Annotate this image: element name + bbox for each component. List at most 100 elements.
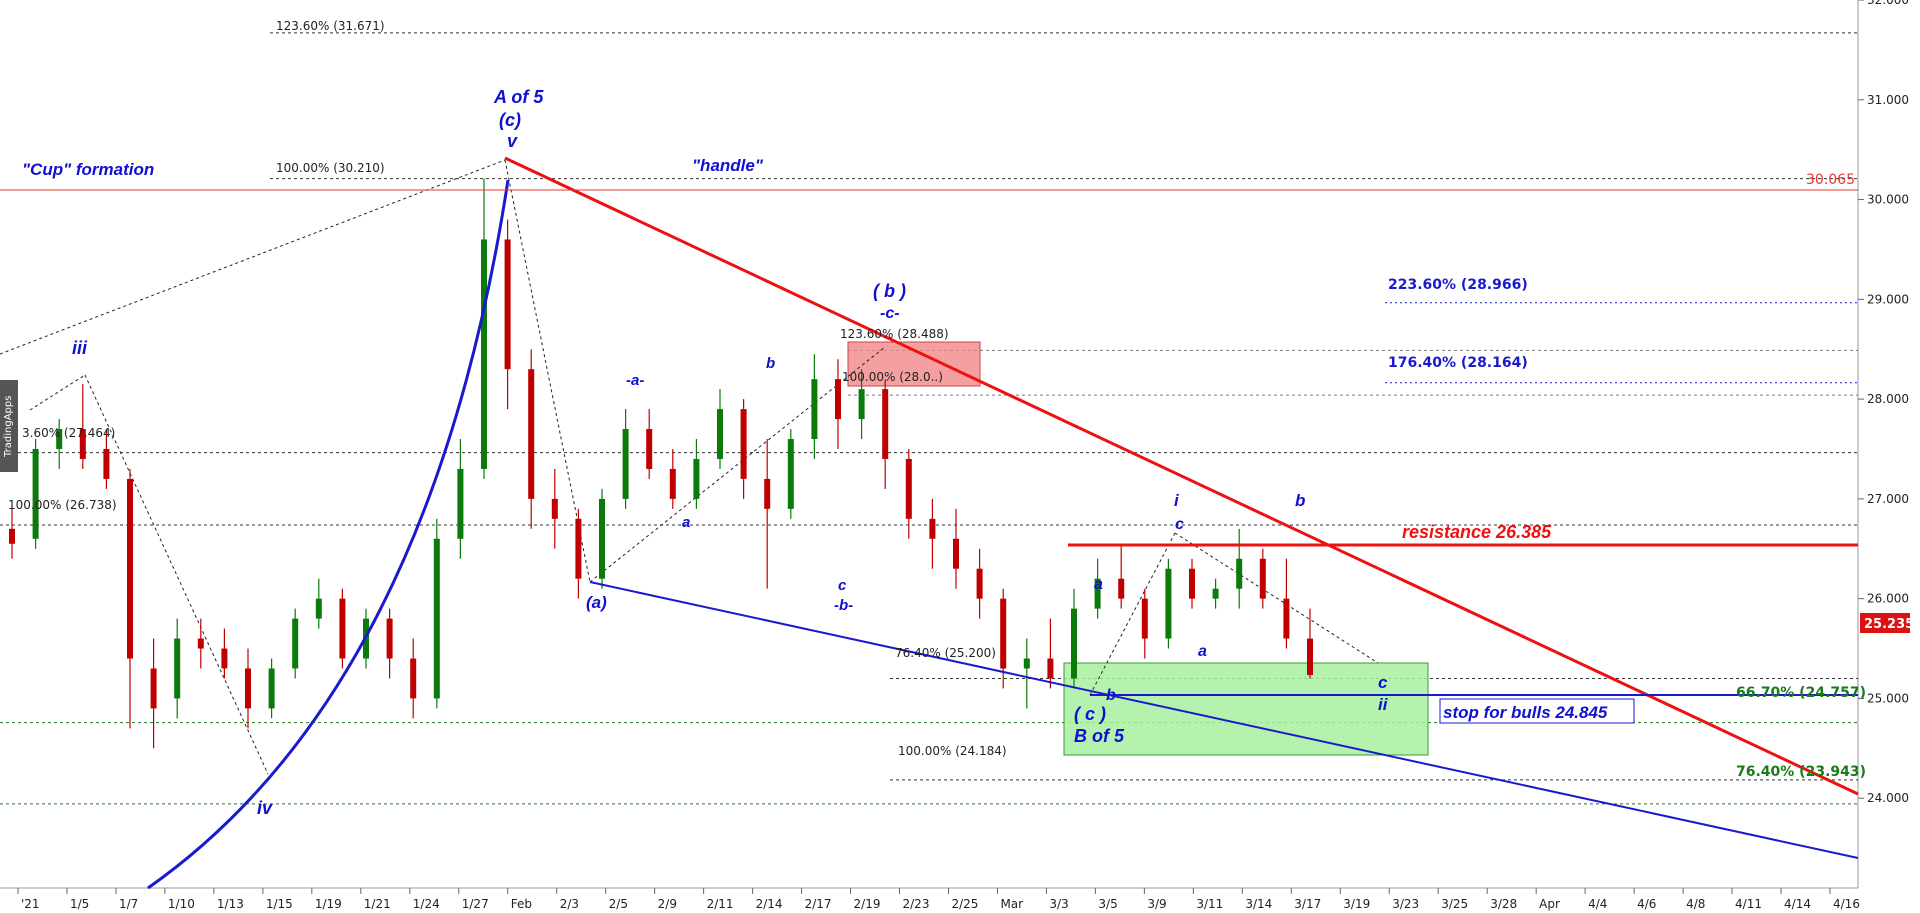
wave-label-a-paren: (a)	[586, 593, 607, 612]
candle-body	[268, 668, 275, 709]
candle-body	[599, 498, 605, 579]
wave-label-c: c	[1175, 516, 1184, 533]
plot-area	[0, 0, 1858, 888]
wave-dotted-line	[0, 159, 506, 355]
wave-label-c-paren-2: ( c )	[1074, 704, 1106, 724]
cup-formation-label: "Cup" formation	[22, 160, 154, 179]
fib-label: 176.40% (28.164)	[1388, 355, 1528, 371]
candle-body	[127, 478, 133, 659]
x-tick-label: 3/11	[1196, 897, 1223, 911]
candle-body	[1212, 588, 1219, 599]
x-tick-label: 1/10	[168, 897, 195, 911]
x-tick-label: 2/5	[609, 897, 628, 911]
candle-body	[481, 239, 487, 469]
wave-label-i: i	[1174, 491, 1180, 510]
candle-body	[740, 409, 747, 479]
x-tick-label: 3/17	[1294, 897, 1321, 911]
candle-body	[1259, 558, 1266, 599]
x-tick-label: 2/9	[658, 897, 677, 911]
fib-label: 100.00% (24.184)	[898, 744, 1007, 758]
candle-body	[1236, 558, 1243, 589]
x-tick-label: 4/14	[1784, 897, 1811, 911]
candle-body	[882, 389, 889, 459]
wave-label-iii: iii	[72, 338, 88, 358]
y-tick-label: 26.000	[1867, 592, 1909, 606]
y-tick-label: 32.000	[1867, 0, 1909, 7]
candle-body	[953, 538, 959, 569]
candle-body	[717, 409, 723, 459]
x-tick-label: 4/4	[1588, 897, 1607, 911]
candle-body	[315, 598, 322, 619]
candle-body	[929, 518, 936, 539]
candle-body	[221, 648, 228, 669]
candle-body	[150, 668, 157, 709]
candle-body	[646, 429, 653, 469]
candle-body	[9, 528, 15, 544]
x-tick-label: 2/17	[805, 897, 832, 911]
x-tick-label: 2/3	[560, 897, 579, 911]
wave-label-a-of-5: A of 5	[493, 87, 544, 107]
y-tick-label: 25.000	[1867, 691, 1909, 705]
zones	[847, 341, 1429, 756]
candle-body	[433, 538, 440, 699]
x-tick-label: 4/6	[1637, 897, 1656, 911]
x-axis-ticks: '21 1/5 1/7 1/10 1/13 1/15 1/19 1/21 1/24 1/27 Feb…	[17, 888, 1860, 911]
candle-body	[787, 439, 794, 509]
x-tick-label: Feb	[511, 897, 532, 911]
candle-body	[976, 568, 983, 599]
x-tick-label: 1/21	[364, 897, 391, 911]
fib-labels: 123.60% (31.671) 100.00% (30.210) 223.60…	[8, 19, 1866, 780]
wave-label-b: b	[766, 355, 775, 372]
candle-body	[1307, 638, 1313, 675]
target-zone-green	[1063, 662, 1429, 756]
candle-body	[811, 379, 818, 440]
candle-body	[528, 369, 535, 499]
wave-label-c-paren: (c)	[499, 110, 521, 130]
wave-dotted-line	[84, 374, 269, 775]
wave-dotted-line	[29, 374, 86, 411]
candle-body	[1047, 658, 1054, 679]
fib-label: 3.60% (27.464)	[22, 426, 115, 440]
candle-body	[575, 518, 582, 579]
wave-label-c: c	[1378, 673, 1388, 692]
fib-label: 123.60% (28.488)	[840, 327, 949, 341]
fib-label: 66.70% (24.757)	[1736, 685, 1866, 701]
x-tick-label: 1/24	[413, 897, 440, 911]
cup-curve	[147, 179, 510, 890]
fib-label: 100.00% (30.210)	[276, 161, 385, 175]
stop-label-box	[1439, 698, 1635, 724]
wave-label-a: a	[1198, 643, 1207, 660]
x-tick-label: 1/15	[266, 897, 293, 911]
x-tick-label: 2/25	[951, 897, 978, 911]
candle-body	[1118, 578, 1125, 599]
y-tick-label: 30.000	[1867, 193, 1909, 207]
handle-label: "handle"	[692, 156, 764, 175]
candle-body	[292, 618, 299, 669]
candle-body	[56, 429, 63, 449]
y-tick-label: 27.000	[1867, 492, 1909, 506]
candle-body	[197, 638, 204, 649]
candle-body	[693, 458, 700, 499]
x-tick-label: 1/5	[70, 897, 89, 911]
x-tick-label: 2/11	[707, 897, 734, 911]
candle-body	[79, 429, 86, 459]
candles	[9, 178, 1313, 749]
wave-label-iv: iv	[257, 798, 273, 818]
x-tick-label: 3/19	[1343, 897, 1370, 911]
wave-label-a: a	[1094, 576, 1103, 593]
wave-dotted-line	[1089, 532, 1176, 696]
fib-label: 100.00% (26.738)	[8, 498, 117, 512]
wave-label-c-dash: -c-	[880, 305, 900, 322]
candle-body	[410, 658, 417, 699]
stop-label: stop for bulls 24.845	[1443, 703, 1608, 722]
x-tick-label: 4/8	[1686, 897, 1705, 911]
wave-label-b-dash: -b-	[834, 597, 853, 614]
candle-body	[669, 468, 676, 499]
x-tick-label: 3/14	[1245, 897, 1272, 911]
candle-body	[1071, 608, 1077, 679]
resistance-label: resistance 26.385	[1402, 522, 1552, 542]
wave-label-b-of-5: B of 5	[1074, 726, 1125, 746]
x-tick-label: Apr	[1539, 897, 1560, 911]
y-axis-ticks: 24.000 25.000 26.000 27.000 28.000 29.000 30.0…	[1858, 0, 1909, 805]
